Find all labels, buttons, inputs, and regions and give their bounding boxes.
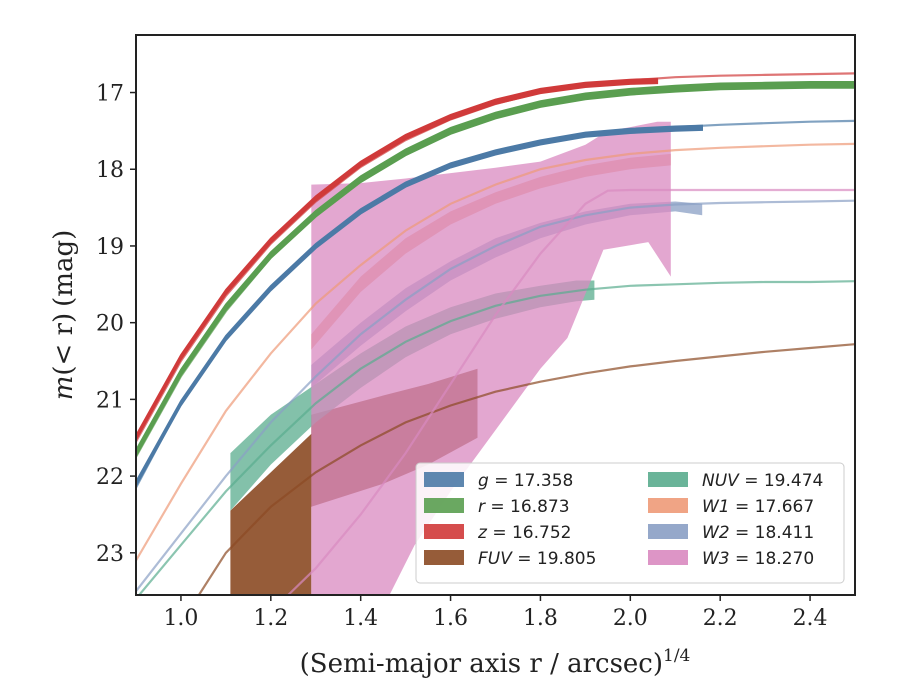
data-band-g bbox=[136, 124, 703, 488]
legend-label-z: z = 16.752 bbox=[477, 523, 571, 543]
y-tick-label: 18 bbox=[96, 158, 124, 183]
legend-band-name: z bbox=[477, 523, 488, 543]
x-tick-label: 1.0 bbox=[163, 606, 198, 631]
model-line-fuv bbox=[197, 343, 855, 595]
legend-band-value: = 17.667 bbox=[730, 497, 815, 517]
y-tick-label: 20 bbox=[96, 312, 124, 337]
legend-swatch-g bbox=[424, 472, 464, 487]
legend-label-r: r = 16.873 bbox=[478, 497, 570, 517]
legend-swatch-w2 bbox=[648, 524, 688, 539]
y-axis-label: m(< r) (mag) bbox=[49, 230, 79, 401]
x-tick-label: 1.4 bbox=[343, 606, 378, 631]
x-tick-label: 1.2 bbox=[253, 606, 288, 631]
model-line-w1 bbox=[136, 142, 855, 562]
legend-swatch-r bbox=[424, 498, 464, 513]
data-band-r bbox=[136, 81, 855, 458]
x-axis-label: (Semi-major axis r / arcsec)1/4 bbox=[300, 646, 691, 679]
y-tick-label: 23 bbox=[96, 542, 124, 567]
legend-band-value: = 19.805 bbox=[512, 549, 597, 569]
x-axis-label-text: (Semi-major axis r / arcsec) bbox=[300, 649, 663, 679]
legend-band-name: r bbox=[478, 497, 486, 517]
legend-label-g: g = 17.358 bbox=[478, 471, 573, 491]
y-axis-label-unit: (mag) bbox=[49, 230, 79, 307]
plot-frame bbox=[135, 34, 856, 596]
legend-band-value: = 18.270 bbox=[730, 549, 815, 569]
legend-box bbox=[415, 462, 845, 584]
data-band-z bbox=[136, 77, 659, 442]
x-tick-label: 1.8 bbox=[523, 606, 558, 631]
legend-label-w2: W2 = 18.411 bbox=[702, 523, 814, 543]
y-tick-label: 19 bbox=[96, 235, 124, 260]
y-tick-label: 22 bbox=[96, 465, 124, 490]
model-line-nuv bbox=[137, 280, 855, 595]
legend-label-nuv: NUV = 19.474 bbox=[702, 471, 823, 491]
x-tick-label: 2.4 bbox=[793, 606, 828, 631]
x-tick-label: 2.0 bbox=[613, 606, 648, 631]
legend-band-value: = 19.474 bbox=[739, 471, 824, 491]
y-axis-label-paren: (< r) bbox=[49, 313, 79, 376]
legend-band-value: = 18.411 bbox=[730, 523, 815, 543]
x-axis-ticks: 1.0 1.2 1.4 1.6 1.8 2.0 2.2 2.4 bbox=[163, 595, 828, 631]
legend-swatch-z bbox=[424, 524, 464, 539]
legend-label-w1: W1 = 17.667 bbox=[702, 497, 814, 517]
plot-area bbox=[136, 72, 855, 595]
x-axis-label-power: 1/4 bbox=[663, 646, 690, 666]
legend-label-w3: W3 = 18.270 bbox=[702, 549, 814, 569]
legend-band-name: NUV bbox=[702, 471, 740, 491]
legend-swatch-w3 bbox=[648, 550, 688, 565]
y-axis-label-m: m bbox=[49, 376, 79, 401]
y-tick-label: 21 bbox=[96, 388, 124, 413]
legend-band-name: W3 bbox=[702, 549, 730, 569]
model-line-w2 bbox=[136, 199, 855, 592]
legend-swatch-fuv bbox=[424, 550, 464, 565]
y-axis-ticks: 17 18 19 20 21 22 23 bbox=[96, 82, 136, 567]
legend-swatch-w1 bbox=[648, 498, 688, 513]
legend-band-value: = 16.752 bbox=[487, 523, 572, 543]
x-tick-label: 2.2 bbox=[703, 606, 738, 631]
legend-swatch-nuv bbox=[648, 472, 688, 487]
legend-band-name: W2 bbox=[702, 523, 730, 543]
y-tick-label: 17 bbox=[96, 82, 124, 107]
legend-band-name: W1 bbox=[702, 497, 730, 517]
model-line-w3 bbox=[286, 188, 855, 595]
band-w3 bbox=[311, 121, 671, 595]
legend-label-fuv: FUV = 19.805 bbox=[478, 549, 596, 569]
legend-band-name: FUV bbox=[478, 549, 513, 569]
legend-band-value: = 17.358 bbox=[489, 471, 574, 491]
legend-band-name: g bbox=[478, 471, 489, 491]
x-tick-label: 1.6 bbox=[433, 606, 468, 631]
legend-band-value: = 16.873 bbox=[485, 497, 570, 517]
